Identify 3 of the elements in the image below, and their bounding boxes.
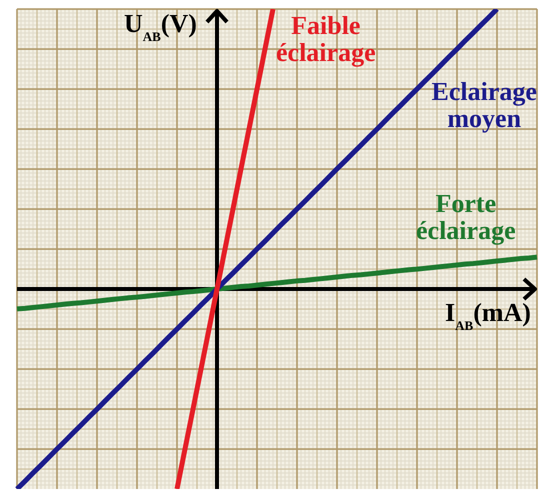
- y-axis-title: U$_{AB}$(V): [124, 9, 197, 44]
- series-label: Faible éclairage: [276, 11, 376, 67]
- series-label: Forte éclairage: [416, 189, 516, 245]
